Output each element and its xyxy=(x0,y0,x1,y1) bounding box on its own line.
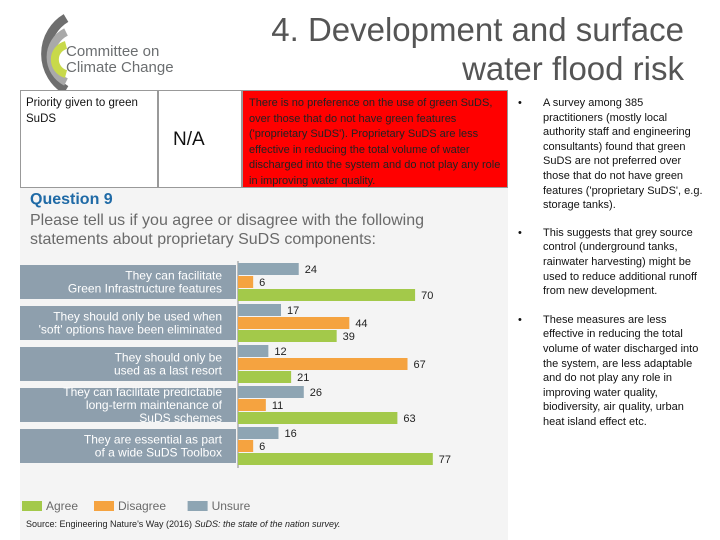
bullet-icon: • xyxy=(518,313,522,326)
bullet-item: • These measures are less effective in re… xyxy=(514,313,704,430)
bar-value-label: 70 xyxy=(421,290,433,302)
ccc-logo xyxy=(16,12,196,94)
legend-label: Agree xyxy=(46,499,78,513)
question-text: Please tell us if you agree or disagree … xyxy=(30,212,424,248)
bar-value-label: 16 xyxy=(284,428,296,440)
category-label-band xyxy=(20,429,236,463)
logo-text: Committee on Climate Change xyxy=(66,44,174,76)
survey-panel: Question 9 Please tell us if you agree o… xyxy=(20,188,508,540)
bar-value-label: 11 xyxy=(272,400,283,412)
bar-disagree xyxy=(238,317,350,329)
category-label: Green Infrastructure features xyxy=(68,282,222,296)
legend-label: Disagree xyxy=(118,499,166,513)
score-cell: N/A xyxy=(158,90,242,188)
category-label-band xyxy=(20,347,236,381)
score-value: N/A xyxy=(173,129,205,150)
bar-disagree xyxy=(238,399,266,411)
category-label-band xyxy=(20,388,236,422)
bar-disagree xyxy=(238,440,254,452)
bar-disagree xyxy=(238,276,254,288)
category-label: They can facilitate xyxy=(125,269,222,283)
bar-unsure xyxy=(238,263,299,275)
category-label-band xyxy=(20,265,236,299)
category-label: They should only be xyxy=(115,351,223,365)
bar-value-label: 17 xyxy=(287,305,299,317)
source-title: SuDS: the state of the nation survey. xyxy=(194,519,341,529)
bar-value-label: 21 xyxy=(297,372,309,384)
source-prefix: Source: Engineering Nature's Way (2016) xyxy=(26,519,195,529)
bar-value-label: 6 xyxy=(259,441,265,453)
bar-agree xyxy=(238,371,292,383)
category-label: They should only be used when xyxy=(53,310,222,324)
bar-unsure xyxy=(238,427,279,439)
bullet-icon: • xyxy=(518,97,522,109)
legend-swatch xyxy=(187,501,208,511)
bar-value-label: 44 xyxy=(355,318,367,330)
source-note: Source: Engineering Nature's Way (2016) … xyxy=(26,519,340,529)
category-label-band xyxy=(20,306,236,340)
bullet-text: This suggests that grey source control (… xyxy=(543,226,697,298)
category-label: They can facilitate predictable xyxy=(63,385,222,399)
bar-value-label: 39 xyxy=(343,331,355,343)
title-line-1: 4. Development and surface xyxy=(271,11,684,48)
category-label: They are essential as part xyxy=(84,433,223,447)
priority-label-cell: Priority given to green SuDS xyxy=(20,90,158,188)
slide-title: 4. Development and surface water flood r… xyxy=(204,10,684,88)
legend-swatch xyxy=(22,501,42,511)
bar-agree xyxy=(238,289,416,301)
logo-arcs-icon xyxy=(41,14,69,94)
category-label: SuDS schemes xyxy=(139,411,222,425)
bar-agree xyxy=(238,330,337,342)
bar-value-label: 6 xyxy=(259,277,265,289)
bar-value-label: 67 xyxy=(414,359,426,371)
bar-value-label: 77 xyxy=(439,454,451,466)
category-label: used as a last resort xyxy=(114,364,223,378)
bar-value-label: 26 xyxy=(310,387,322,399)
bar-unsure xyxy=(238,345,269,357)
category-label: 'soft' options have been eliminated xyxy=(39,323,222,337)
bullet-item: • This suggests that grey source control … xyxy=(514,226,704,299)
bar-value-label: 24 xyxy=(305,264,317,276)
bullet-item: • A survey among 385 practitioners (mostl… xyxy=(514,96,704,213)
bar-agree xyxy=(238,412,398,424)
question-number: Question 9 xyxy=(30,191,113,208)
bullet-text: These measures are less effective in red… xyxy=(543,313,699,428)
assessment-table: Priority given to green SuDS N/A There i… xyxy=(20,90,508,188)
logo-line-1: Committee on xyxy=(66,43,160,60)
category-label: of a wide SuDS Toolbox xyxy=(95,446,222,460)
bar-value-label: 63 xyxy=(403,413,415,425)
bullet-text: A survey among 385 practitioners (mostly… xyxy=(543,97,703,212)
bar-value-label: 12 xyxy=(274,346,286,358)
bullet-icon: • xyxy=(518,226,522,239)
category-label: long-term maintenance of xyxy=(86,398,223,412)
bar-disagree xyxy=(238,358,408,370)
bar-unsure xyxy=(238,304,282,316)
logo-line-2: Climate Change xyxy=(66,59,174,76)
title-line-2: water flood risk xyxy=(462,50,684,87)
bullet-list: • A survey among 385 practitioners (mostl… xyxy=(514,96,704,443)
bar-agree xyxy=(238,453,433,465)
bar-unsure xyxy=(238,386,304,398)
assessment-cell: There is no preference on the use of gre… xyxy=(242,90,508,188)
legend-label: Unsure xyxy=(212,499,251,513)
legend-swatch xyxy=(94,501,114,511)
